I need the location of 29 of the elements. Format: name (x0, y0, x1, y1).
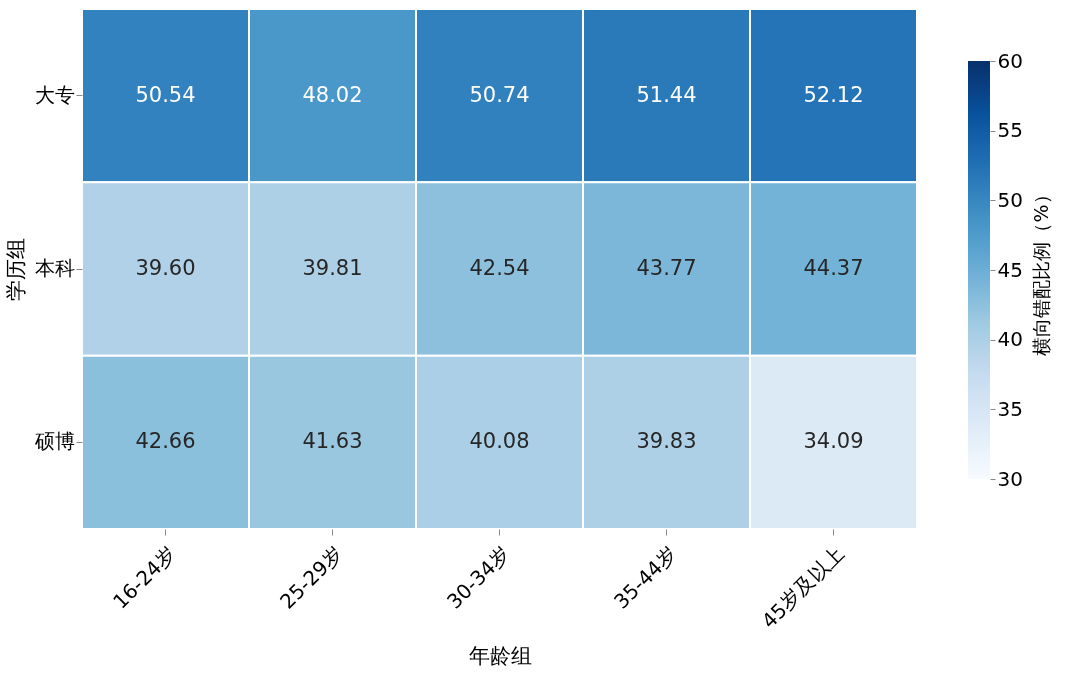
data-label: 41.63 (302, 429, 363, 454)
y-tick-label: 硕博 (33, 429, 75, 454)
data-label: 34.09 (803, 429, 864, 454)
color-bar-label: 50 (997, 187, 1023, 212)
data-label: 39.81 (302, 256, 363, 280)
y-tick-label: 大专 (34, 82, 75, 107)
color-bar-label: 60 (997, 48, 1023, 73)
data-label: 39.60 (135, 256, 196, 280)
data-label: 50.74 (469, 82, 530, 107)
color-bar-label: 40 (997, 327, 1023, 352)
data-label: 44.37 (803, 256, 864, 280)
y-tick-label: 本科 (34, 256, 75, 280)
data-label: 39.83 (636, 429, 697, 454)
data-label: 51.44 (636, 82, 697, 107)
x-tick-label: 45岁及以上 (756, 541, 849, 633)
data-label: 42.54 (469, 256, 530, 280)
data-label: 50.54 (135, 82, 196, 107)
y-axis-title: 学历组 (3, 238, 28, 301)
color-bar-label: 35 (997, 396, 1023, 421)
color-bar-label: 55 (997, 118, 1023, 143)
color-bar-label: 30 (997, 466, 1023, 491)
data-label: 40.08 (469, 429, 530, 454)
data-label: 42.66 (135, 429, 196, 454)
x-axis-title: 年龄组 (468, 644, 532, 669)
color-bar-label: 45 (997, 257, 1023, 282)
data-label: 43.77 (636, 256, 697, 280)
data-label: 52.12 (803, 82, 864, 107)
color-bar-title: 横向错配比例（%） (1029, 185, 1052, 356)
data-label: 48.02 (302, 82, 363, 107)
